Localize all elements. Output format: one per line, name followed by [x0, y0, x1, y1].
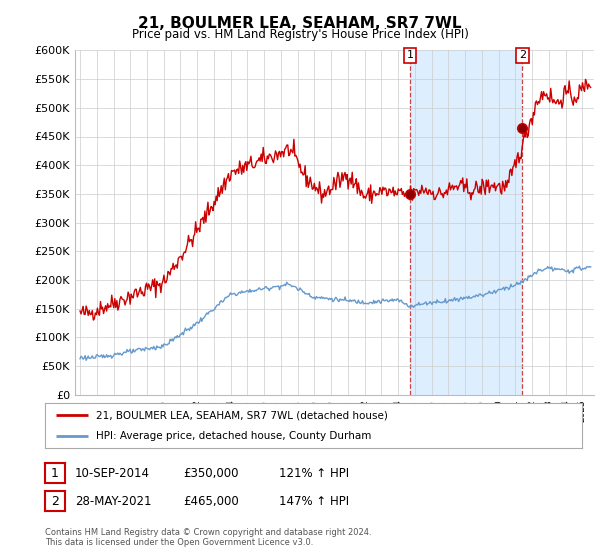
- Text: 28-MAY-2021: 28-MAY-2021: [75, 494, 151, 508]
- Text: 1: 1: [51, 466, 59, 480]
- Text: 10-SEP-2014: 10-SEP-2014: [75, 466, 150, 480]
- Text: 2: 2: [51, 494, 59, 508]
- Text: 21, BOULMER LEA, SEAHAM, SR7 7WL (detached house): 21, BOULMER LEA, SEAHAM, SR7 7WL (detach…: [96, 410, 388, 421]
- Text: Price paid vs. HM Land Registry's House Price Index (HPI): Price paid vs. HM Land Registry's House …: [131, 28, 469, 41]
- Text: 21, BOULMER LEA, SEAHAM, SR7 7WL: 21, BOULMER LEA, SEAHAM, SR7 7WL: [138, 16, 462, 31]
- Text: Contains HM Land Registry data © Crown copyright and database right 2024.
This d: Contains HM Land Registry data © Crown c…: [45, 528, 371, 547]
- Bar: [410, 50, 522, 395]
- Text: £465,000: £465,000: [183, 494, 239, 508]
- Text: 1: 1: [406, 50, 413, 60]
- Text: £350,000: £350,000: [183, 466, 239, 480]
- Text: 147% ↑ HPI: 147% ↑ HPI: [279, 494, 349, 508]
- Text: HPI: Average price, detached house, County Durham: HPI: Average price, detached house, Coun…: [96, 431, 371, 441]
- Text: 121% ↑ HPI: 121% ↑ HPI: [279, 466, 349, 480]
- Text: 2: 2: [519, 50, 526, 60]
